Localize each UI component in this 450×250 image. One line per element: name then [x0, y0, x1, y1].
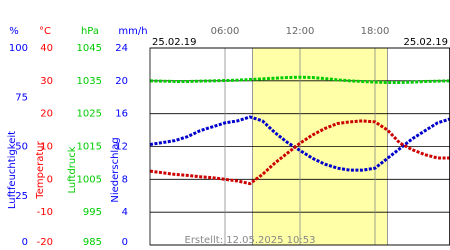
y-tick-label: 1015	[77, 142, 102, 153]
date-right: 25.02.19	[403, 37, 448, 48]
y-tick-label: 8	[122, 174, 128, 185]
axis-label: Temperatur	[35, 140, 46, 199]
y-tick-label: 0	[22, 237, 28, 248]
y-tick-label: 0	[47, 174, 53, 185]
y-tick-label: 30	[40, 76, 53, 87]
y-tick-label: 24	[115, 43, 128, 54]
axis-label: Luftdruck	[67, 146, 78, 193]
footer: Erstellt: 12.05.2025 10:53	[185, 235, 316, 246]
y-tick-label: 0	[122, 237, 128, 248]
y-tick-label: 20	[115, 76, 128, 87]
y-tick-label: 75	[15, 92, 28, 103]
y-tick-label: -20	[37, 237, 53, 248]
y-tick-label: 10	[40, 142, 53, 153]
axis-unit: %	[9, 26, 19, 37]
axis-label: Luftfeuchtigkeit	[7, 131, 18, 209]
y-tick-label: 1035	[77, 76, 102, 87]
axis-unit: hPa	[81, 26, 99, 37]
y-tick-label: 12	[115, 142, 128, 153]
y-tick-label: 20	[40, 109, 53, 120]
y-tick-label: 985	[83, 237, 102, 248]
y-tick-label: 1045	[77, 43, 102, 54]
y-tick-label: 25	[15, 191, 28, 202]
y-tick-label: 50	[15, 142, 28, 153]
x-tick-label: 06:00	[211, 26, 240, 37]
date-left: 25.02.19	[152, 37, 197, 48]
y-tick-label: 16	[115, 109, 128, 120]
y-tick-label: 100	[9, 43, 28, 54]
x-tick-label: 18:00	[361, 26, 390, 37]
y-tick-label: -10	[37, 207, 53, 218]
series-line	[149, 75, 450, 84]
x-tick-label: 12:00	[286, 26, 315, 37]
axis-label: Niederschlag	[110, 137, 121, 202]
series-line	[149, 119, 450, 186]
series-line	[149, 115, 450, 172]
y-tick-label: 995	[83, 207, 102, 218]
y-tick-label: 40	[40, 43, 53, 54]
axis-unit: mm/h	[118, 26, 147, 37]
y-tick-label: 1025	[77, 109, 102, 120]
y-tick-label: 1005	[77, 174, 102, 185]
axis-unit: °C	[39, 26, 51, 37]
y-tick-label: 4	[122, 207, 128, 218]
